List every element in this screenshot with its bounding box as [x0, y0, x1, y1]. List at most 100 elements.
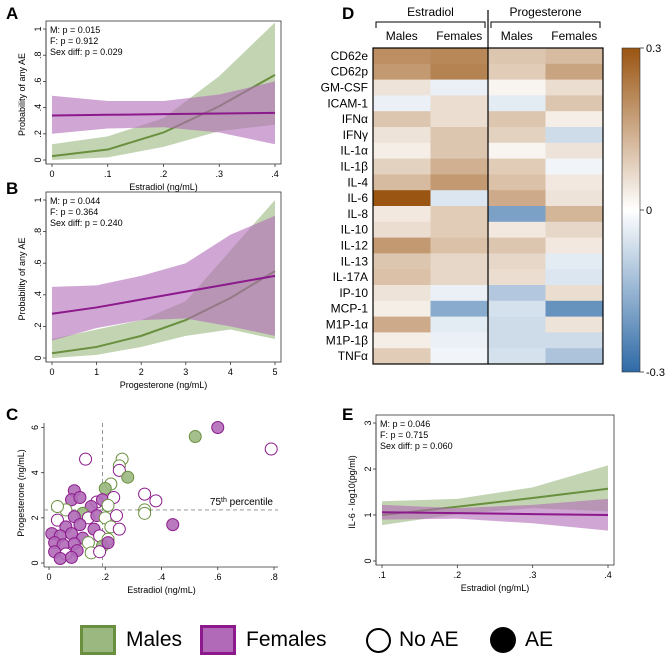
heatmap-cell — [545, 158, 604, 175]
heatmap-cell — [488, 63, 546, 81]
heatmap-cell — [545, 300, 604, 318]
y-tick-label-c: 0 — [30, 560, 40, 565]
heatmap-cell — [373, 95, 431, 112]
y-axis-title-b: Probability of any AE — [17, 237, 27, 320]
scatter-point — [93, 545, 107, 559]
stats-annotation-b: Sex diff: p = 0.240 — [50, 218, 123, 228]
males-swatch — [80, 625, 116, 655]
stats-annotation-b: M: p = 0.044 — [50, 196, 100, 206]
y-axis-title-e: IL-6 - log10(pg/ml) — [347, 455, 357, 529]
heatmap-cell — [545, 95, 604, 112]
panel-label-a: A — [6, 4, 19, 23]
row-label: IL-6 — [347, 191, 368, 205]
row-label: GM-CSF — [321, 81, 368, 95]
heatmap-cell — [488, 221, 546, 239]
heatmap-cell — [488, 79, 546, 96]
heatmap-cell — [373, 316, 431, 333]
group-bracket-0 — [375, 21, 486, 28]
heatmap-cell — [373, 300, 431, 318]
scatter-point — [73, 491, 87, 505]
heatmap-cell — [545, 48, 604, 65]
heatmap-cell — [373, 206, 431, 223]
scatter-point — [138, 487, 152, 501]
scatter-point — [138, 506, 152, 520]
ci-band-females-e — [382, 498, 608, 531]
scatter-point — [264, 442, 278, 456]
stats-annotation-e: Sex diff: p = 0.060 — [380, 441, 453, 451]
heatmap-cell — [488, 206, 546, 223]
legend-no-ae: No AE — [366, 622, 459, 658]
fit-line-females-e — [381, 511, 609, 516]
heatmap-cell — [430, 63, 489, 81]
heatmap-cell — [545, 269, 604, 286]
x-tick-label-c: .8 — [270, 572, 278, 582]
females-swatch — [200, 625, 236, 655]
heatmap-cell — [488, 142, 546, 160]
x-tick-label-e: .2 — [454, 570, 462, 580]
row-label: IL-10 — [341, 223, 369, 237]
heatmap-cell — [373, 285, 431, 302]
y-tick-label-e: 0 — [363, 558, 373, 563]
colorbar-tick-label: -0.3 — [646, 367, 665, 379]
heatmap-cell — [430, 158, 489, 175]
y-tick-label-e: 3 — [363, 420, 373, 425]
row-label: IL-12 — [341, 239, 369, 253]
legend-ae-label: AE — [525, 628, 554, 651]
heatmap-cell — [488, 174, 546, 191]
fit-line-females-a — [51, 111, 276, 117]
column-header: Males — [386, 29, 418, 43]
legend-no-ae-label: No AE — [399, 628, 459, 651]
ci-band-females-b — [52, 215, 275, 341]
x-axis-title-e: Estradiol (ng/mL) — [461, 583, 530, 593]
heatmap-cell — [430, 253, 489, 270]
x-tick-label-e: .4 — [604, 570, 612, 580]
heatmap-cell — [488, 48, 546, 65]
x-tick-label-a: .3 — [215, 169, 223, 179]
x-axis-title-c: Estradiol (ng/mL) — [127, 585, 196, 595]
legend-males-label: Males — [126, 628, 183, 651]
heatmap-cell — [545, 79, 604, 96]
y-tick-label-c: 4 — [30, 470, 40, 475]
scatter-point — [101, 536, 115, 550]
scatter-point — [50, 513, 64, 527]
stats-annotation-a: Sex diff: p = 0.029 — [50, 47, 123, 57]
heatmap-cell — [488, 95, 546, 112]
row-label: IL-13 — [341, 254, 369, 268]
fit-line-females-b — [51, 274, 276, 315]
scatter-point — [188, 430, 202, 444]
reference-line-label: 75th percentile — [210, 496, 274, 508]
heatmap-cell — [545, 316, 604, 333]
stats-annotation-e: F: p = 0.715 — [380, 430, 428, 440]
scatter-point — [53, 551, 67, 565]
row-label: CD62e — [331, 49, 369, 63]
heatmap-cell — [373, 79, 431, 96]
heatmap-cell — [545, 253, 604, 270]
colorbar-tick-label: 0.3 — [646, 43, 661, 55]
heatmap-cell — [373, 332, 431, 349]
heatmap-cell — [545, 190, 604, 207]
heatmap-cell — [545, 111, 604, 128]
heatmap-cell — [488, 127, 546, 144]
y-tick-label-b: .2 — [33, 323, 43, 331]
heatmap-cell — [430, 269, 489, 286]
row-label: IFNα — [342, 112, 368, 126]
heatmap-cell — [373, 158, 431, 175]
y-tick-label-a: .6 — [33, 78, 43, 86]
y-tick-label-c: 2 — [30, 515, 40, 520]
x-tick-label-c: .4 — [158, 572, 166, 582]
y-tick-label-b: 1 — [33, 197, 43, 202]
row-label: ICAM-1 — [327, 96, 368, 110]
heatmap-cell — [430, 190, 489, 207]
scatter-point — [101, 498, 115, 512]
heatmap-cell — [430, 174, 489, 191]
heatmap-cell — [373, 348, 431, 365]
scatter-point — [50, 500, 64, 514]
x-tick-label-c: 0 — [46, 572, 51, 582]
heatmap-cell — [488, 348, 546, 365]
plot-area-b — [51, 200, 276, 358]
stats-annotation-a: M: p = 0.015 — [50, 25, 100, 35]
heatmap-cell — [373, 111, 431, 128]
group-header-1: Progesterone — [509, 5, 581, 19]
heatmap-cell — [545, 237, 604, 254]
